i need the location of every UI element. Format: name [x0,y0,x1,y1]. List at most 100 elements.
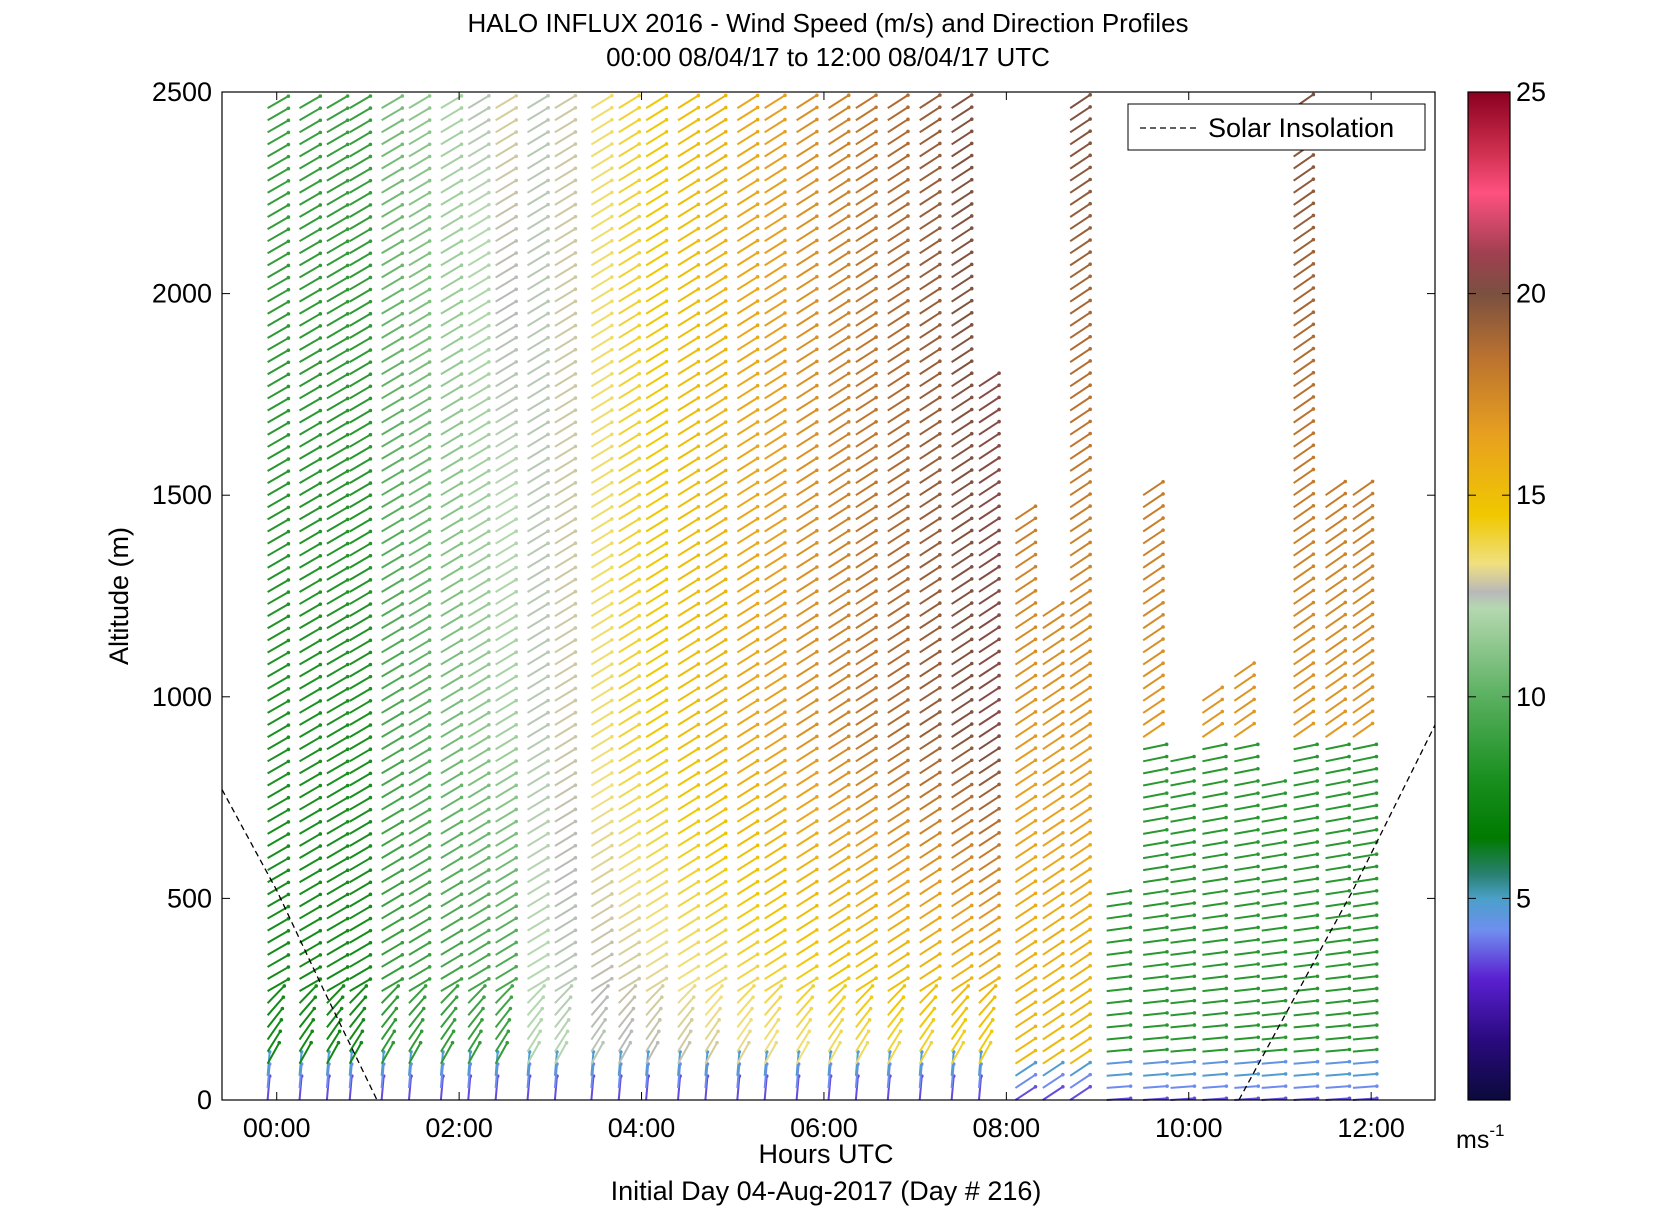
wind-vector-head [427,771,432,776]
wind-vector-head [610,154,614,158]
wind-vector-head [427,602,432,606]
wind-vector-head [1192,815,1196,820]
wind-vector [1069,529,1091,545]
wind-vector-head [487,275,491,280]
wind-vector [467,554,490,569]
wind-vector [1142,650,1164,666]
wind-vector [736,421,759,436]
wind-vector [736,614,759,630]
wind-vector-head [610,916,614,920]
wind-vector [704,996,722,1016]
wind-vector [618,614,640,630]
wind-vector [919,372,941,388]
wind-vector [618,191,640,206]
wind-vector [381,433,403,448]
wind-vector [408,1042,422,1065]
wind-vector [1261,853,1286,860]
wind-vector-head [874,589,878,593]
wind-vector [467,94,490,109]
wind-vector [677,723,699,738]
wind-vector [408,457,431,472]
wind-vector [618,856,640,872]
wind-vector-head [1061,685,1065,690]
wind-vector-head [1315,901,1320,905]
wind-vector [554,312,576,327]
wind-vector-head [938,202,942,206]
wind-vector [381,228,403,243]
wind-vector [978,747,1000,763]
wind-vector [704,155,727,170]
wind-vector [440,857,463,872]
wind-vector-head [459,493,464,497]
wind-vector [796,203,818,218]
wind-vector-head [906,371,910,376]
wind-vector [951,420,973,436]
wind-vector [796,662,818,678]
wind-vector-head [1088,879,1092,883]
wind-vector-head [846,819,851,823]
wind-vector-head [567,1006,572,1011]
wind-vector [590,1063,595,1088]
wind-vector-head [514,323,518,328]
wind-vector [677,880,699,896]
wind-vector [919,106,941,122]
wind-vector [381,651,403,666]
wind-vector [617,1030,633,1053]
wind-vector-head [696,867,701,872]
wind-vector [348,1076,353,1101]
wind-vector-head [783,516,787,521]
wind-vector-head [664,238,669,243]
wind-vector-head [1033,564,1038,569]
wind-vector [408,252,431,267]
wind-vector-head [1224,1047,1229,1052]
wind-vector [527,227,549,243]
wind-vector [736,348,759,363]
wind-vector-head [696,492,701,497]
wind-vector [267,421,289,436]
wind-vector [1202,1048,1227,1053]
wind-vector [1293,792,1318,799]
wind-vector-head [459,444,464,449]
wind-vector [326,119,349,134]
wind-vector [1106,926,1131,932]
wind-vector-head [286,384,291,389]
wind-vector-head [1315,1084,1320,1088]
wind-vector [855,723,877,738]
wind-vector-head [874,117,878,122]
wind-vector-head [514,783,518,788]
wind-vector-head [938,105,942,109]
wind-vector-head [459,904,464,909]
wind-vector-head [906,782,910,787]
wind-vector-head [459,819,464,824]
wind-vector [1293,565,1314,581]
wind-vector [381,119,403,134]
wind-vector-head [815,492,819,497]
wind-vector [495,760,517,775]
wind-vector [440,469,463,484]
wind-vector [677,554,699,569]
wind-vector-head [969,661,974,666]
wind-vector-head [610,105,614,110]
wind-vector-head [664,335,669,340]
wind-vector [381,760,403,775]
wind-vector [855,360,877,376]
wind-vector-head [969,964,974,968]
wind-vector-head [546,589,550,594]
wind-vector-head [637,710,641,715]
wind-vector-head [755,383,760,388]
wind-vector-head [637,130,641,134]
wind-vector [299,288,321,303]
wind-vector [326,736,349,751]
wind-vector [440,687,463,702]
wind-vector [381,530,403,545]
wind-vector [645,941,668,956]
wind-vector [855,251,877,267]
wind-vector-head [1088,298,1092,303]
wind-vector-head [783,166,787,170]
wind-vector-head [1088,153,1092,158]
wind-vector-head [573,529,578,533]
wind-vector [326,518,349,533]
wind-vector-head [1088,455,1092,460]
wind-vector [527,409,549,424]
wind-vector [1042,686,1064,702]
